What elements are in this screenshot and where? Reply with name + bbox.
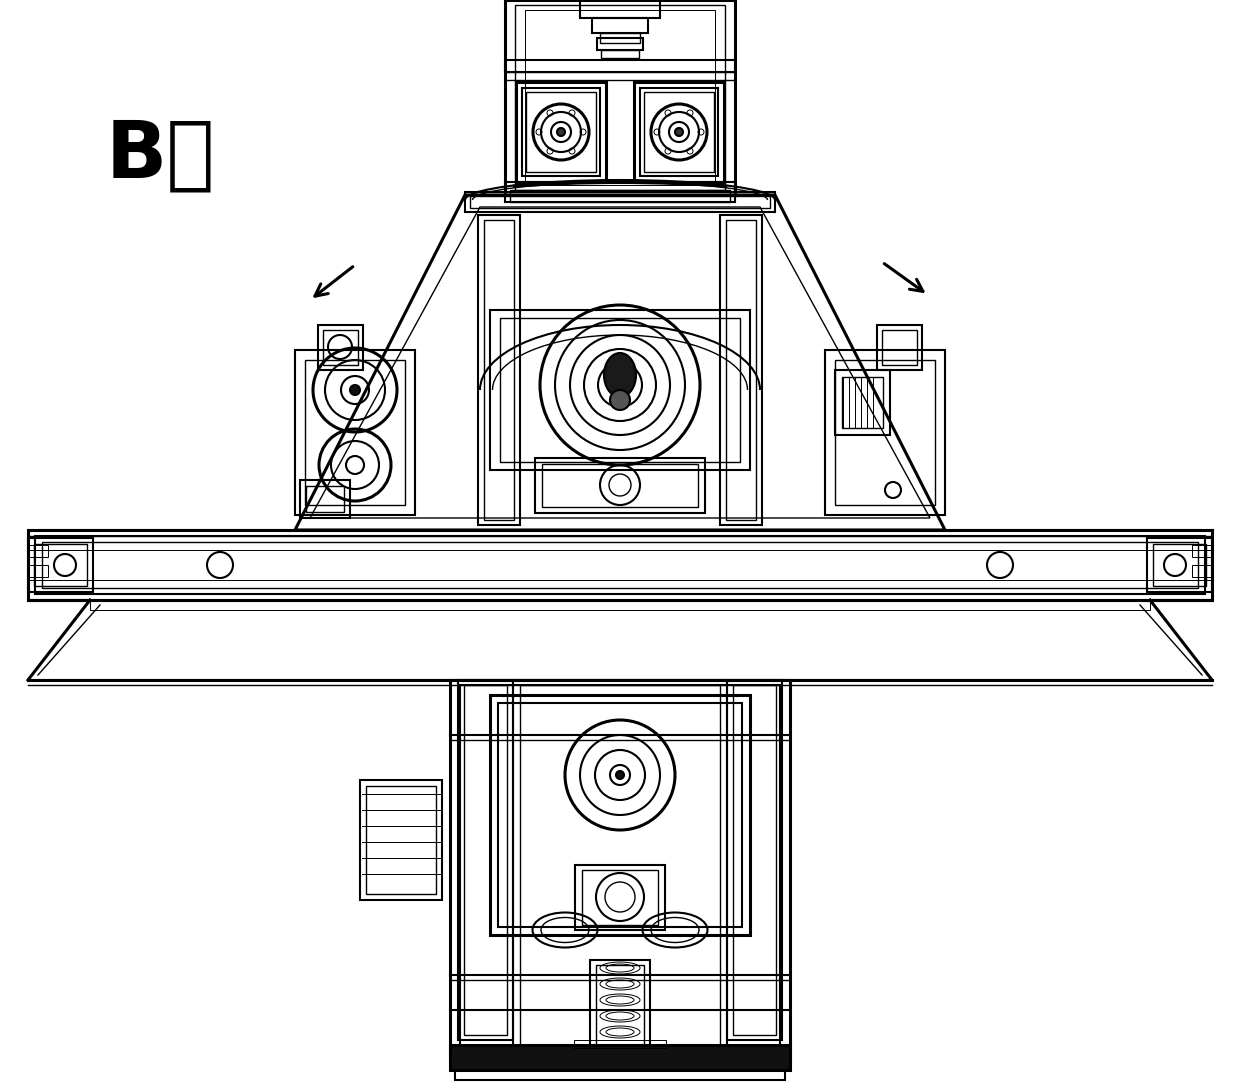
Circle shape <box>616 771 624 779</box>
Bar <box>525 10 715 185</box>
Bar <box>505 182 735 202</box>
Bar <box>465 192 775 212</box>
Bar <box>882 330 918 365</box>
Bar <box>505 0 735 195</box>
Bar <box>877 325 923 370</box>
Bar <box>534 458 706 513</box>
Bar <box>601 50 639 58</box>
Bar <box>42 542 1198 588</box>
Bar <box>835 370 890 435</box>
Bar <box>1192 565 1211 577</box>
Bar <box>596 38 644 50</box>
Bar <box>825 350 945 515</box>
Bar <box>522 88 600 176</box>
Bar <box>306 486 343 512</box>
Bar <box>470 196 770 208</box>
Bar <box>450 680 790 1060</box>
Bar <box>490 310 750 470</box>
Bar <box>727 680 782 1040</box>
Bar <box>515 5 725 190</box>
Bar <box>513 680 727 1060</box>
Bar <box>322 330 358 365</box>
Bar <box>516 82 606 182</box>
Bar <box>300 480 350 518</box>
Bar <box>520 685 720 1055</box>
Bar <box>1147 538 1211 592</box>
Bar <box>634 82 724 182</box>
Bar <box>644 92 714 172</box>
Bar <box>29 530 1211 600</box>
Bar <box>582 870 658 925</box>
Bar <box>484 220 515 520</box>
Bar <box>35 536 1205 594</box>
Bar <box>590 960 650 1050</box>
Bar <box>460 685 780 1055</box>
Bar <box>733 685 776 1035</box>
Bar <box>317 325 363 370</box>
Bar <box>542 464 698 507</box>
Circle shape <box>350 385 360 395</box>
Bar <box>842 377 883 428</box>
Bar <box>498 703 742 927</box>
Bar <box>526 92 596 172</box>
Bar <box>575 865 665 930</box>
Bar <box>33 544 87 586</box>
Bar <box>305 360 405 505</box>
Bar <box>591 18 649 33</box>
Bar <box>450 1045 790 1070</box>
Bar <box>455 1070 785 1080</box>
Bar <box>596 965 644 1045</box>
Bar <box>500 318 740 462</box>
Bar <box>464 685 507 1035</box>
Bar <box>580 0 660 18</box>
Bar <box>600 33 640 43</box>
Bar <box>640 88 718 176</box>
Bar <box>366 786 436 894</box>
Bar <box>720 215 763 525</box>
Ellipse shape <box>604 353 636 397</box>
Bar <box>1192 545 1211 557</box>
Bar <box>295 350 415 515</box>
Bar <box>505 60 735 72</box>
Bar <box>835 360 935 505</box>
Circle shape <box>675 128 683 136</box>
Circle shape <box>610 390 630 410</box>
Bar <box>510 190 730 202</box>
Bar <box>29 545 48 557</box>
Bar <box>725 220 756 520</box>
Bar <box>29 538 93 592</box>
Bar <box>1153 544 1207 586</box>
Bar <box>458 680 513 1040</box>
Bar <box>477 215 520 525</box>
Bar <box>505 72 735 80</box>
Circle shape <box>557 128 565 136</box>
Bar <box>29 565 48 577</box>
Bar <box>490 695 750 935</box>
Bar <box>574 1040 666 1048</box>
Text: B轴: B轴 <box>105 116 215 193</box>
Bar <box>360 780 441 900</box>
